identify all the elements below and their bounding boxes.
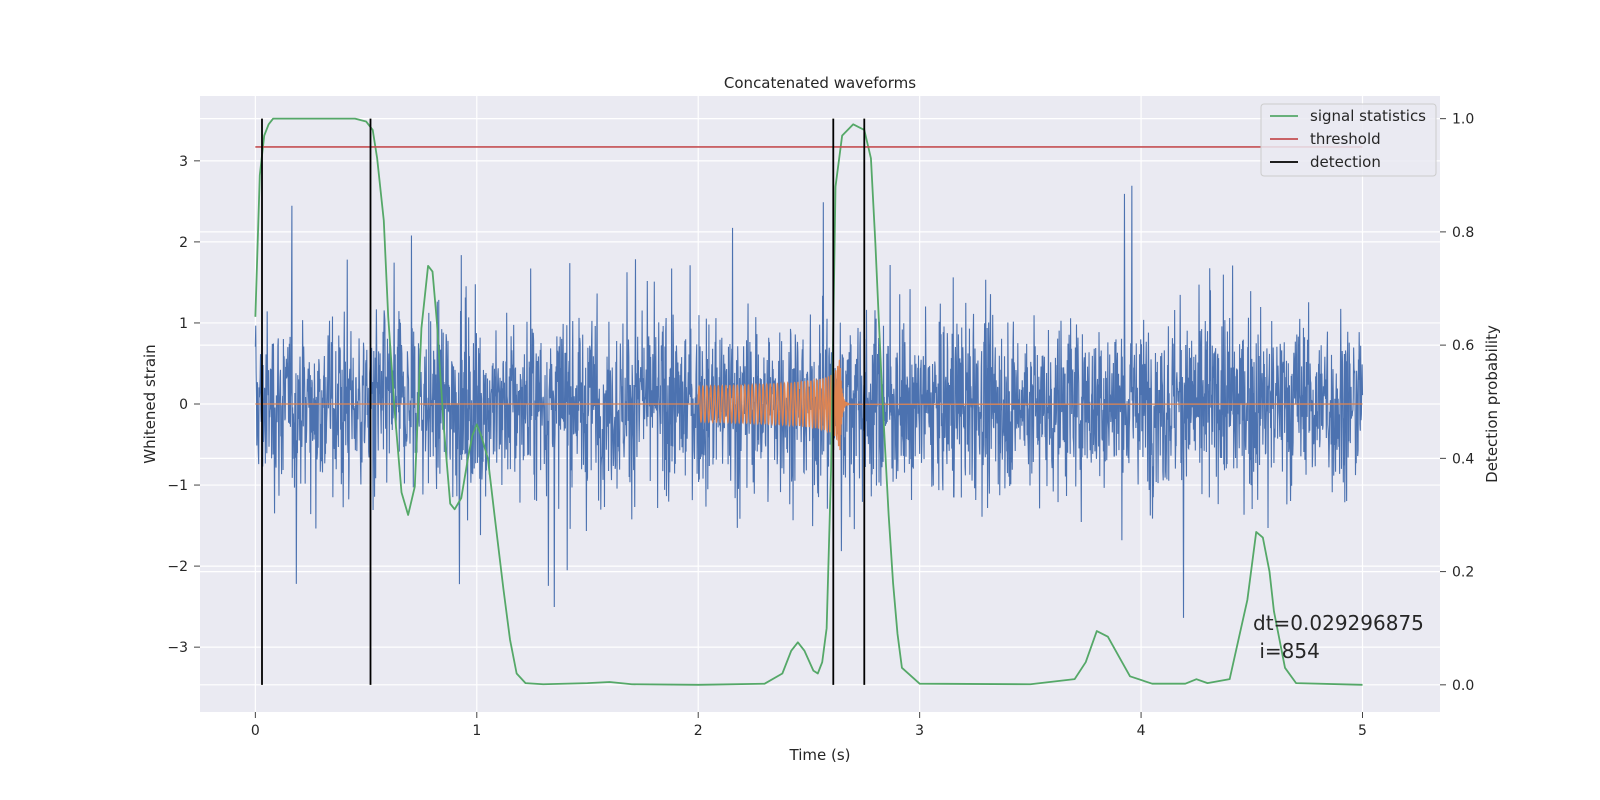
y-right-tick-label: 0.8 [1452,225,1474,241]
x-tick-label: 2 [694,723,703,739]
y-tick-label: 0 [179,397,188,413]
legend-detection-label: detection [1310,153,1381,171]
signal-statistics-series [254,117,1363,686]
signal-statistics-line [254,117,1363,686]
annotation: dt=0.029296875 i=854 [1253,611,1424,663]
y-right-tick-label: 0.4 [1452,451,1474,467]
annotation-line-1: dt=0.029296875 [1253,611,1424,635]
y-right-tick-label: 0.2 [1452,565,1474,581]
x-axis-label: Time (s) [789,746,851,764]
strain-noise-series [254,185,1364,618]
y-tick-label: −2 [167,559,188,575]
axes: 0 1 2 3 4 5 3 2 1 0 −1 −2 −3 1.0 0.8 0.6 0.4 0.2 0.0 [167,112,1474,739]
y-axis-label: Whitened strain [141,344,159,463]
x-tick-label: 5 [1358,723,1367,739]
detection-series [261,118,866,685]
y-tick-label: 1 [179,316,188,332]
injected-waveform-series [255,359,1363,451]
y-tick-label: −3 [167,640,188,656]
annotation-line-2: i=854 [1253,639,1320,663]
x-tick-label: 1 [472,723,481,739]
y-right-tick-label: 0.6 [1452,338,1474,354]
y-right-tick-label: 0.0 [1452,678,1474,694]
y-right-axis-label: Detection probability [1483,325,1501,483]
y-tick-label: 3 [179,154,188,170]
chart-title: Concatenated waveforms [724,74,916,92]
strain-noise-line [254,185,1364,618]
y-tick-label: 2 [179,235,188,251]
x-tick-label: 0 [251,723,260,739]
legend: signal statistics threshold detection [1260,103,1437,177]
y-right-tick-label: 1.0 [1452,112,1474,128]
legend-box [1260,103,1437,177]
legend-signal-statistics-label: signal statistics [1310,107,1426,125]
x-tick-label: 3 [915,723,924,739]
legend-threshold-label: threshold [1310,130,1381,148]
injected-waveform-line [255,359,1363,451]
y-tick-label: −1 [167,478,188,494]
x-tick-label: 4 [1137,723,1146,739]
